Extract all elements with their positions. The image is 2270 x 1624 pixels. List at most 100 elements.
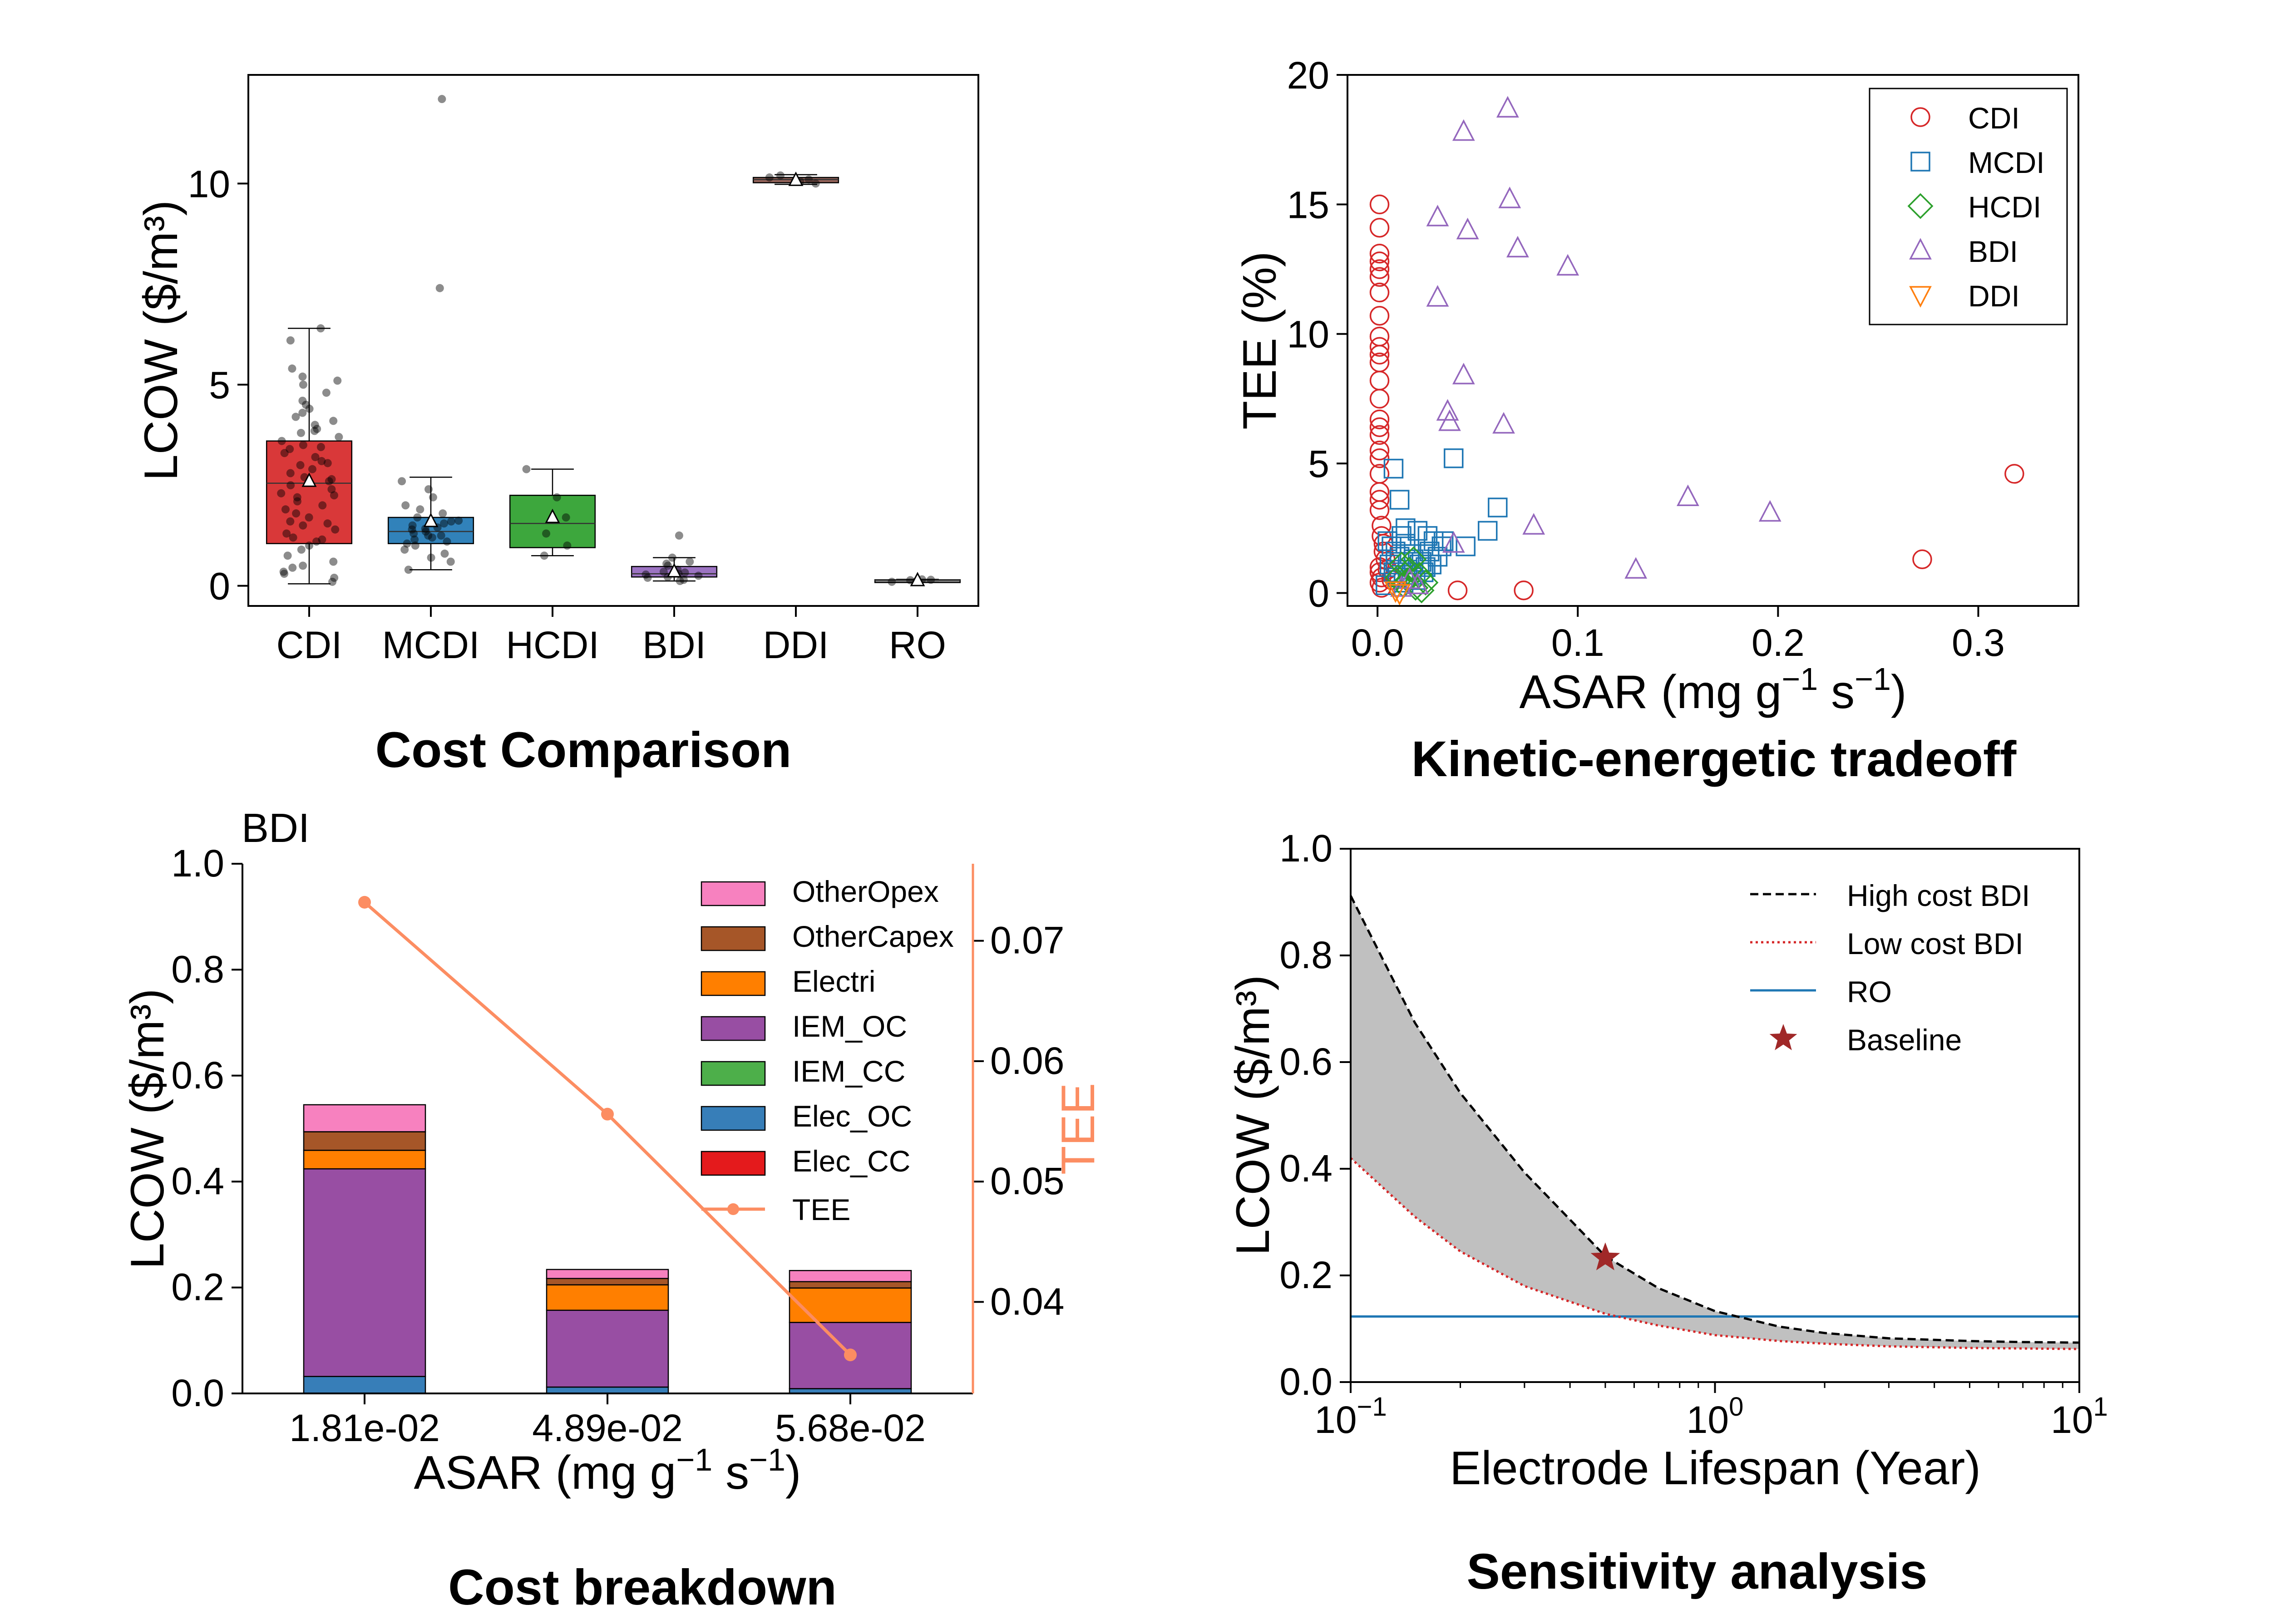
y2-tick-label: 0.05 <box>990 1160 1065 1202</box>
point-mcdi <box>1410 554 1430 575</box>
data-point <box>330 491 338 500</box>
data-point <box>317 457 326 465</box>
point-mcdi <box>1433 531 1454 551</box>
scatter-points <box>1369 96 2024 606</box>
x-tick-label: 0.0 <box>1351 621 1404 664</box>
data-point <box>428 533 436 542</box>
y-tick-label: 0.6 <box>171 1054 224 1097</box>
point-cdi <box>1369 267 1390 287</box>
bar-segment-othercapex <box>303 1131 426 1151</box>
data-point <box>286 517 295 526</box>
point-mcdi <box>1488 497 1508 517</box>
data-point <box>280 570 289 578</box>
point-mcdi <box>1417 526 1438 546</box>
point-cdi <box>1369 490 1390 510</box>
point-mcdi <box>1420 541 1440 561</box>
data-point <box>296 461 305 469</box>
legend-marker-bdi <box>1909 238 1932 260</box>
point-mcdi <box>1444 448 1464 468</box>
tee-point <box>601 1107 614 1121</box>
x-tick-base: 10 <box>1314 1398 1357 1441</box>
data-point <box>299 521 307 530</box>
tee-point <box>358 896 371 909</box>
x-tick-label: 5.68e-02 <box>775 1407 926 1449</box>
data-point <box>435 284 444 292</box>
data-point <box>659 567 668 576</box>
y-tick-label: 0.0 <box>171 1372 224 1414</box>
data-point <box>408 521 417 530</box>
mean-marker <box>910 571 925 586</box>
point-cdi <box>1369 409 1390 429</box>
legend-swatch-otheropex <box>701 881 766 906</box>
data-point <box>312 537 321 546</box>
y2-tick-label: 0.06 <box>990 1039 1065 1082</box>
point-cdi <box>1369 259 1390 279</box>
legend-swatch-iem_oc <box>701 1016 766 1041</box>
legend: OtherOpex OtherCapex Electri IEM_OC IEM_CC El… <box>701 875 954 1226</box>
data-point <box>310 427 319 435</box>
plot-frame <box>247 74 979 607</box>
data-point <box>292 509 301 518</box>
baseline-star <box>1590 1242 1620 1270</box>
x-tick-label: 100 <box>1687 1392 1744 1441</box>
panel-cost-breakdown: BDI 0.00.20.40.60.81.0 0.040.050.060.07 … <box>121 806 1105 1615</box>
legend-swatch-electri <box>701 971 766 996</box>
point-bdi <box>1436 399 1459 421</box>
point-cdi <box>1447 581 1468 600</box>
point-cdi <box>1369 282 1390 303</box>
point-cdi <box>1369 194 1390 215</box>
point-bdi <box>1492 412 1515 434</box>
x-axis-label: Electrode Lifespan (Year) <box>1450 1442 1981 1495</box>
y-axis-ticks: 0 5 10 <box>188 162 248 608</box>
data-point <box>927 576 935 584</box>
y-tick-label: 0.2 <box>171 1266 224 1309</box>
data-point <box>440 549 449 558</box>
point-cdi <box>1369 306 1390 326</box>
legend-label: BDI <box>1968 235 2018 268</box>
point-cdi <box>1373 541 1394 561</box>
data-point <box>291 413 300 421</box>
point-ddi <box>1388 584 1411 606</box>
legend-label: Electri <box>792 965 875 998</box>
x-tick-label: CDI <box>276 624 342 666</box>
point-cdi <box>1369 251 1390 271</box>
data-point <box>286 445 294 453</box>
data-point <box>443 537 451 546</box>
x-tick-label: BDI <box>642 624 706 666</box>
series-lines <box>1349 895 2080 1350</box>
point-cdi <box>1369 344 1390 365</box>
legend: CDI MCDI HCDI BDI DDI <box>1869 88 2068 325</box>
y-tick-label: 15 <box>1287 183 1329 226</box>
data-point <box>562 513 570 522</box>
data-point <box>421 527 430 536</box>
data-point <box>298 408 307 417</box>
data-point <box>335 433 343 441</box>
x-tick-label: RO <box>889 624 946 666</box>
tee-point <box>844 1348 857 1362</box>
data-point <box>676 577 684 586</box>
y-tick-label: 0 <box>1308 572 1329 615</box>
bar-segment-elec_oc <box>546 1386 669 1394</box>
plot-frame <box>1350 848 2080 1383</box>
mean-marker <box>301 472 317 487</box>
data-point <box>540 551 548 560</box>
point-bdi <box>1452 363 1475 384</box>
data-point <box>888 577 896 586</box>
legend-label: IEM_OC <box>792 1009 907 1043</box>
y-tick-label: 1.0 <box>1279 827 1332 870</box>
point-bdi <box>1426 205 1449 226</box>
legend-label: TEE <box>792 1193 850 1226</box>
line-low-cost-bdi <box>1350 1157 2080 1350</box>
y-axis-label: LCOW ($/m³) <box>1227 975 1279 1255</box>
y-axis-ticks: 0.0 0.2 0.4 0.6 0.8 1.0 <box>171 842 242 1414</box>
legend-marker-baseline <box>1769 1024 1797 1050</box>
data-point <box>325 477 333 486</box>
panel-subtitle: BDI <box>242 806 310 851</box>
point-cdi <box>1372 526 1392 546</box>
point-mcdi <box>1423 531 1444 551</box>
data-point <box>553 493 561 502</box>
legend-swatch-othercapex <box>701 926 766 951</box>
box-plots <box>266 174 961 585</box>
point-mcdi <box>1389 546 1410 567</box>
legend-label: Low cost BDI <box>1847 927 2023 960</box>
